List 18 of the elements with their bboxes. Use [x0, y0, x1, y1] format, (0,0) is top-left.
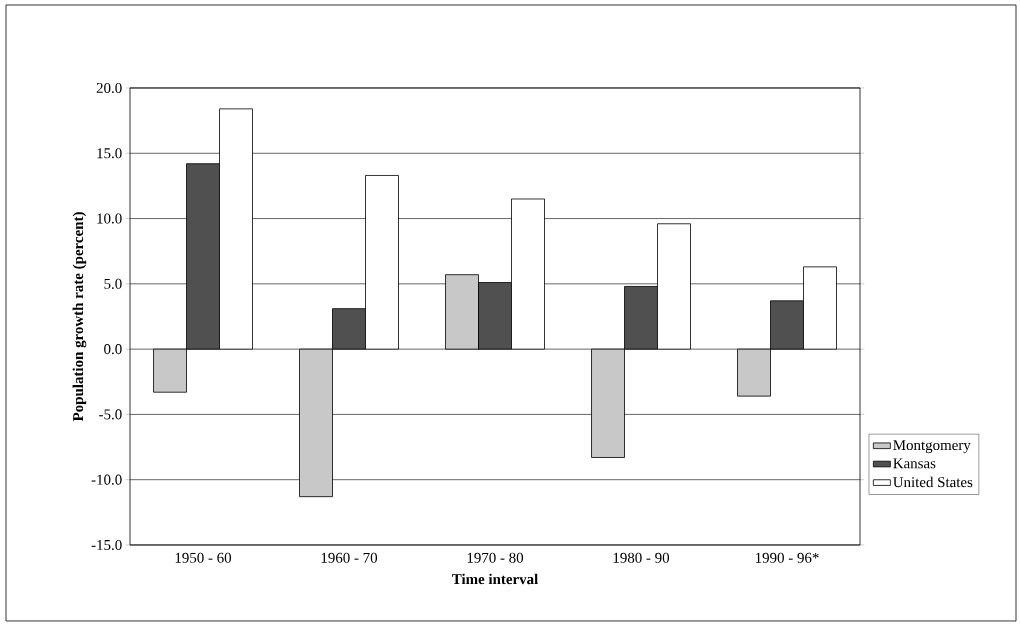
- x-tick-label: 1980 - 90: [613, 552, 670, 563]
- y-tick-label: 5.0: [104, 278, 122, 289]
- y-tick-label: 0.0: [104, 344, 122, 355]
- legend-label: United States: [893, 476, 973, 488]
- legend-label: Montgomery: [893, 440, 971, 454]
- legend-label: Kansas: [893, 458, 936, 469]
- y-tick-label: 15.0: [97, 148, 122, 159]
- x-tick-label: 1960 - 70: [321, 552, 378, 563]
- x-tick-label: 1990 - 96*: [755, 552, 819, 563]
- x-tick-label: 1950 - 60: [175, 552, 232, 563]
- y-tick-label: -5.0: [99, 409, 122, 420]
- y-tick-label: 20.0: [96, 82, 122, 94]
- y-tick-label: 10.0: [97, 213, 122, 224]
- y-tick-label: -15.0: [91, 539, 122, 551]
- y-tick-label: -10.0: [91, 474, 122, 485]
- y-axis-title: Population growth rate (percent): [72, 212, 87, 422]
- x-axis-title: Time interval: [452, 573, 538, 585]
- x-tick-label: 1970 - 80: [467, 552, 524, 563]
